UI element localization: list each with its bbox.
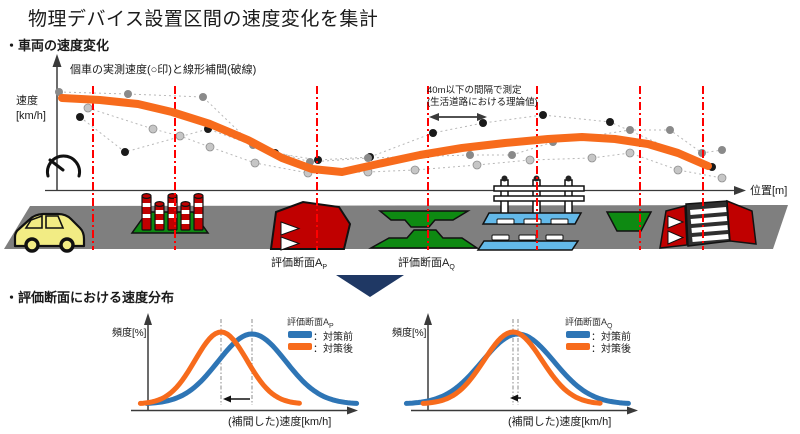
page-title: 物理デバイス設置区間の速度変化を集計 — [28, 9, 379, 30]
vehicle-speed-dot — [718, 146, 726, 154]
chart-note: 個車の実測速度(○印)と線形補間(破線) — [70, 64, 257, 76]
vehicle-speed-dot — [587, 153, 597, 163]
speed-curve — [58, 94, 712, 176]
bollard-island-icon — [130, 193, 210, 234]
x-axis-arrow-icon — [734, 186, 746, 195]
distribution-curve — [420, 329, 603, 406]
vehicle-speed-dot — [525, 155, 535, 165]
fence-chicane-icon — [476, 175, 585, 251]
section-label-ap: 評価断面AP — [271, 257, 328, 272]
legend-swatch-before — [566, 331, 590, 338]
frequency-axis-label: 頻度[%] — [392, 328, 427, 339]
legend-label-before: ：対策前 — [313, 332, 353, 343]
interp-speed-axis-label: (補間した)速度[km/h] — [228, 416, 332, 428]
vehicle-speed-heading: ・車両の速度変化 — [5, 38, 110, 53]
zebra-hump-icon — [659, 199, 757, 249]
vehicle-speed-dot — [466, 151, 474, 159]
shift-arrow-head — [223, 395, 231, 403]
measurement-annotation: 40m以下の間隔で測定 (生活道路における理論値) — [427, 85, 538, 108]
legend-swatch-before — [288, 331, 312, 338]
bollards — [141, 193, 204, 231]
vehicle-speed-dot — [175, 131, 185, 141]
vehicle-speed-dot — [673, 165, 683, 175]
vehicle-speed-dot — [364, 154, 372, 162]
down-arrow-icon — [336, 275, 404, 297]
distribution-curve — [144, 331, 360, 406]
speedometer-icon — [46, 154, 81, 178]
vehicle-speed-dot — [76, 113, 84, 121]
vehicle-speed-dot — [606, 118, 614, 126]
vehicle-speed-dot — [121, 148, 129, 156]
generated-chart-layer — [55, 86, 727, 406]
legend-swatch-after — [566, 343, 590, 350]
red-hump-icon — [269, 200, 352, 251]
legend-title-aq: 評価断面AQ — [565, 317, 613, 330]
legend-label-before: ：対策前 — [591, 332, 631, 343]
legend-swatch-after — [288, 343, 312, 350]
vehicle-speed-dot — [539, 111, 547, 119]
y-axis-arrow-icon — [52, 54, 62, 67]
vehicle-speed-dot — [205, 142, 215, 152]
speed-axis-label: 速度 [km/h] — [16, 95, 46, 122]
vehicle-speed-dot — [717, 173, 727, 183]
shift-arrow-head — [510, 394, 518, 402]
distribution-heading: ・評価断面における速度分布 — [5, 290, 175, 305]
vehicle-speed-dot — [625, 148, 635, 158]
vehicle-speed-dot — [479, 119, 487, 127]
dist-left-axes — [131, 313, 358, 415]
car-icon — [13, 212, 86, 253]
speed-chart-axes — [45, 54, 746, 195]
vehicle-speed-dot — [55, 88, 63, 96]
legend-label-after: ：対策後 — [313, 344, 353, 355]
vehicle-speed-dot — [124, 90, 132, 98]
vehicle-speed-dot — [83, 103, 93, 113]
vehicle-speed-dot — [148, 124, 158, 134]
vehicle-speed-dot — [250, 158, 260, 168]
position-axis-label: 位置[m] — [750, 185, 788, 197]
dist-right-axes — [411, 313, 638, 415]
vehicle-speed-dot — [472, 160, 482, 170]
vehicle-speed-dot — [508, 151, 516, 159]
legend-label-after: ：対策後 — [591, 344, 631, 355]
vehicle-interp-line — [58, 91, 723, 163]
vehicle-speed-dot — [626, 126, 634, 134]
section-label-aq: 評価断面AQ — [398, 257, 455, 272]
vehicle-interp-line — [79, 114, 713, 168]
frequency-axis-label: 頻度[%] — [112, 328, 147, 339]
interval-double-arrow-icon — [429, 113, 487, 121]
distribution-curve — [137, 329, 302, 406]
vehicle-speed-dot — [199, 93, 207, 101]
vehicle-speed-dot — [666, 126, 674, 134]
vehicle-interp-line — [87, 107, 723, 179]
green-narrowing-icon — [368, 210, 480, 249]
vehicle-speed-dot — [429, 129, 437, 137]
interp-speed-axis-label: (補間した)速度[km/h] — [508, 416, 612, 428]
legend-title-ap: 評価断面AP — [287, 317, 334, 330]
vehicle-speed-dot — [410, 165, 420, 175]
